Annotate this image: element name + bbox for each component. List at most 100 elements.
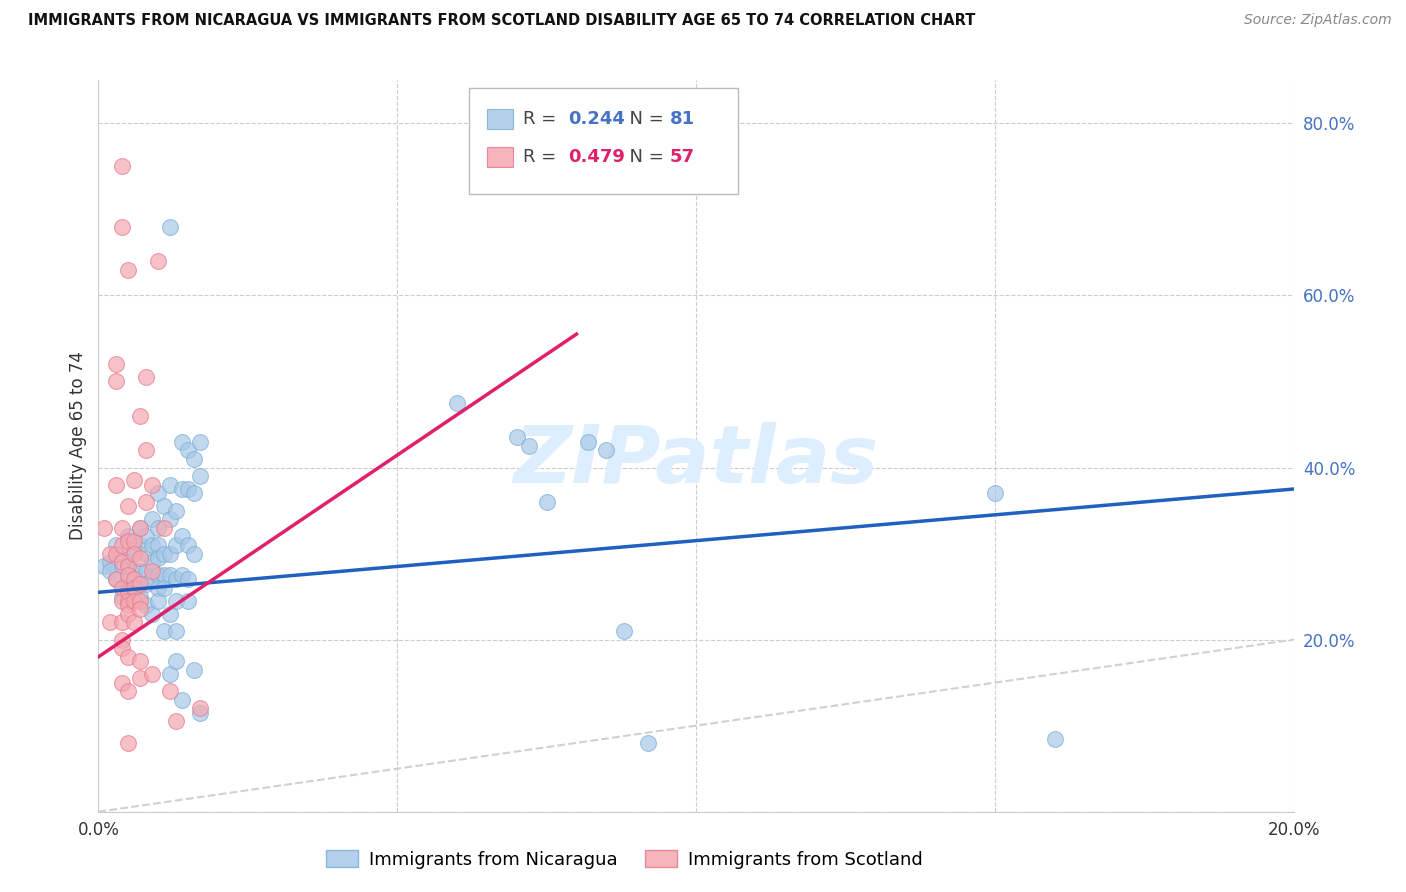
Point [117, 594, 139, 608]
Point [129, 671, 152, 685]
Point [105, 538, 128, 552]
Y-axis label: Disability Age 65 to 74: Disability Age 65 to 74 [69, 351, 87, 541]
Point [98, 615, 122, 630]
Point [141, 538, 163, 552]
Point [135, 598, 157, 612]
Point [105, 547, 128, 561]
Text: Source: ZipAtlas.com: Source: ZipAtlas.com [1244, 13, 1392, 28]
Point [153, 547, 176, 561]
Point [105, 573, 128, 587]
Point [117, 598, 139, 612]
Point [172, 693, 194, 707]
Point [159, 477, 181, 491]
Point [165, 503, 187, 517]
Point [98, 564, 122, 578]
Point [124, 615, 146, 630]
Point [93, 521, 115, 535]
Point [159, 607, 181, 621]
Point [98, 547, 122, 561]
Point [124, 573, 146, 587]
Point [148, 594, 170, 608]
Point [124, 533, 146, 548]
Point [111, 590, 134, 604]
FancyBboxPatch shape [486, 147, 513, 168]
Point [129, 594, 152, 608]
Point [165, 538, 187, 552]
Point [148, 550, 170, 565]
Point [153, 624, 176, 638]
Point [111, 632, 134, 647]
Point [578, 434, 600, 449]
Point [172, 434, 194, 449]
Point [506, 430, 529, 444]
Text: N =: N = [619, 148, 669, 166]
Point [183, 451, 205, 466]
Point [188, 706, 211, 720]
Point [177, 443, 200, 458]
Point [148, 254, 170, 268]
Point [129, 602, 152, 616]
Point [111, 521, 134, 535]
Point [111, 581, 134, 595]
Point [159, 219, 181, 234]
Point [105, 573, 128, 587]
Point [98, 555, 122, 569]
Point [135, 443, 157, 458]
Point [148, 568, 170, 582]
Point [117, 555, 139, 569]
Point [159, 568, 181, 582]
Point [165, 714, 187, 729]
Point [124, 573, 146, 587]
Point [135, 529, 157, 543]
Point [111, 641, 134, 656]
Point [124, 547, 146, 561]
Point [111, 555, 134, 569]
Point [129, 521, 152, 535]
Point [129, 654, 152, 668]
Point [141, 667, 163, 681]
Point [183, 486, 205, 500]
Point [141, 564, 163, 578]
Point [595, 443, 617, 458]
Point [124, 564, 146, 578]
Point [129, 576, 152, 591]
Point [124, 581, 146, 595]
Text: R =: R = [523, 148, 561, 166]
Point [117, 559, 139, 574]
Point [148, 486, 170, 500]
Point [153, 521, 176, 535]
Point [129, 521, 152, 535]
Point [188, 701, 211, 715]
Text: ZIPatlas: ZIPatlas [513, 422, 879, 500]
Point [111, 538, 134, 552]
Point [117, 529, 139, 543]
Point [159, 667, 181, 681]
Point [129, 409, 152, 423]
Point [159, 512, 181, 526]
Point [111, 675, 134, 690]
Point [637, 736, 659, 750]
Point [117, 684, 139, 698]
Point [159, 684, 181, 698]
Point [135, 576, 157, 591]
Point [172, 568, 194, 582]
Point [148, 538, 170, 552]
Point [135, 564, 157, 578]
Point [165, 594, 187, 608]
Point [141, 512, 163, 526]
Point [983, 486, 1005, 500]
Point [111, 594, 134, 608]
Point [111, 615, 134, 630]
Point [124, 474, 146, 488]
FancyBboxPatch shape [470, 87, 738, 194]
Point [446, 396, 468, 410]
Point [159, 547, 181, 561]
Text: 57: 57 [669, 148, 695, 166]
Point [188, 469, 211, 483]
Legend: Immigrants from Nicaragua, Immigrants from Scotland: Immigrants from Nicaragua, Immigrants fr… [319, 843, 929, 876]
Point [153, 500, 176, 514]
Point [111, 559, 134, 574]
Point [177, 538, 200, 552]
Point [135, 370, 157, 384]
Point [141, 607, 163, 621]
